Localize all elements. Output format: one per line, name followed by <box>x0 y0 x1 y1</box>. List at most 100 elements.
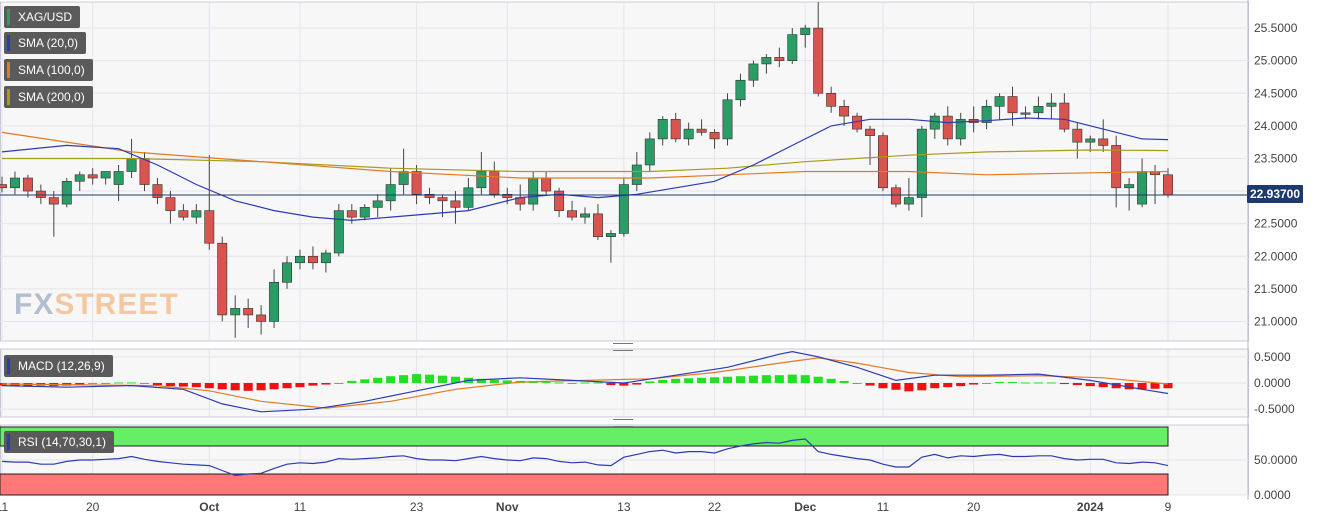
legend-symbol[interactable]: XAG/USD <box>4 6 81 28</box>
y-tick-label-price: 24.5000 <box>1254 86 1298 100</box>
legend-swatch <box>7 434 10 450</box>
macd-histogram-bar <box>722 376 733 383</box>
candle-body <box>9 177 20 189</box>
macd-histogram-bar <box>334 383 344 384</box>
candle-body <box>256 314 267 322</box>
macd-histogram-bar <box>658 379 668 383</box>
macd-histogram-bar <box>424 374 435 383</box>
macd-histogram-bar <box>645 381 655 383</box>
macd-histogram-bar <box>774 375 784 383</box>
pane-resize-handle[interactable] <box>613 419 633 427</box>
candle-body <box>463 187 474 208</box>
legend-sma20-label: SMA (20,0) <box>18 36 79 50</box>
macd-histogram-bar <box>787 374 797 383</box>
macd-histogram-bar <box>904 383 914 392</box>
candle-body <box>1137 171 1148 205</box>
candle-body <box>657 119 668 140</box>
legend-macd[interactable]: MACD (12,26,9) <box>4 355 113 377</box>
candlesticks[interactable] <box>0 2 1173 338</box>
y-tick-label-rsi: 50.0000 <box>1254 453 1298 467</box>
candle-body <box>489 171 500 195</box>
candle-body <box>709 132 720 140</box>
macd-histogram-bar <box>217 383 227 390</box>
candle-body <box>87 174 98 179</box>
macd-histogram-bar <box>437 375 448 383</box>
macd-histogram-bar <box>748 375 758 383</box>
candle-body <box>955 119 966 140</box>
macd-histogram-bar <box>1007 381 1018 383</box>
macd-histogram-bar <box>191 383 201 388</box>
candle-body <box>100 171 111 179</box>
candle-body <box>903 197 914 205</box>
candle-body <box>424 194 435 198</box>
macd-histogram-bar <box>1124 383 1134 390</box>
x-tick-label: 13 <box>617 500 631 514</box>
candle-body <box>735 79 746 101</box>
x-tick-label: 11 <box>294 500 307 514</box>
candle-body <box>592 213 603 237</box>
candle-body <box>567 210 578 218</box>
legend-macd-label: MACD (12,26,9) <box>18 359 105 373</box>
candle-body <box>307 255 318 264</box>
legend-rsi[interactable]: RSI (14,70,30,1) <box>4 431 115 453</box>
x-tick-label: 20 <box>967 500 981 514</box>
macd-histogram-bar <box>139 383 150 384</box>
y-tick-label-price: 25.0000 <box>1254 54 1298 68</box>
macd-histogram-bar <box>930 383 940 389</box>
candle-body <box>230 308 241 316</box>
indicator-lines <box>0 117 1248 477</box>
candle-body <box>74 174 85 182</box>
candle-body <box>1098 138 1109 146</box>
macd-histogram-bar <box>373 377 383 383</box>
macd-histogram-bar <box>243 383 253 391</box>
macd-histogram-bar <box>450 376 460 383</box>
candle-body <box>580 213 590 218</box>
candle-body <box>981 106 992 123</box>
macd-histogram-bar <box>204 383 214 389</box>
candle-body <box>502 194 513 198</box>
macd-histogram-bar <box>321 383 331 385</box>
x-tick-label: Dec <box>794 500 816 514</box>
candle-body <box>113 171 124 185</box>
macd-histogram-bar <box>619 383 629 386</box>
macd-histogram-bar <box>282 383 292 389</box>
macd-histogram-bar <box>1020 382 1031 384</box>
candle-body <box>605 233 616 237</box>
macd-histogram-bar <box>839 380 849 383</box>
legend-sma200[interactable]: SMA (200,0) <box>4 86 93 108</box>
macd-histogram-bar <box>982 383 992 384</box>
macd-histogram-bar <box>152 383 163 386</box>
macd-histogram-bar <box>476 378 486 383</box>
sma20-line <box>1 117 1169 222</box>
candle-body <box>528 177 539 205</box>
candle-body <box>1007 96 1018 114</box>
macd-histogram-bar <box>1085 383 1095 387</box>
legend-sma200-label: SMA (200,0) <box>18 90 85 104</box>
candle-body <box>761 57 772 65</box>
macd-histogram-bar <box>165 383 175 387</box>
candle-body <box>890 187 901 205</box>
macd-histogram-bar <box>813 376 823 383</box>
candle-body <box>722 99 733 140</box>
macd-histogram-bar <box>295 383 305 388</box>
y-tick-label-price: 25.5000 <box>1254 21 1298 35</box>
y-tick-label-rsi: 0.0000 <box>1254 488 1291 502</box>
candle-body <box>839 106 850 117</box>
macd-histogram-bar <box>891 383 901 390</box>
macd-histogram-bar <box>114 382 124 384</box>
candle-body <box>282 262 292 283</box>
macd-histogram-bar <box>671 378 681 383</box>
macd-histogram-bar <box>1111 383 1121 389</box>
legend-sma20[interactable]: SMA (20,0) <box>4 32 87 54</box>
y-tick-label-price: 22.0000 <box>1254 249 1298 263</box>
macd-histogram-bar <box>230 383 240 391</box>
legend-symbol-label: XAG/USD <box>18 10 73 24</box>
macd-histogram-bar <box>502 380 512 383</box>
candle-body <box>1072 128 1083 143</box>
candle-body <box>411 171 422 195</box>
macd-histogram-bar <box>399 375 409 383</box>
pane-resize-handle[interactable] <box>613 343 633 351</box>
legend-sma100[interactable]: SMA (100,0) <box>4 59 93 81</box>
candle-body <box>644 138 655 166</box>
macd-histogram-bar <box>956 383 966 387</box>
